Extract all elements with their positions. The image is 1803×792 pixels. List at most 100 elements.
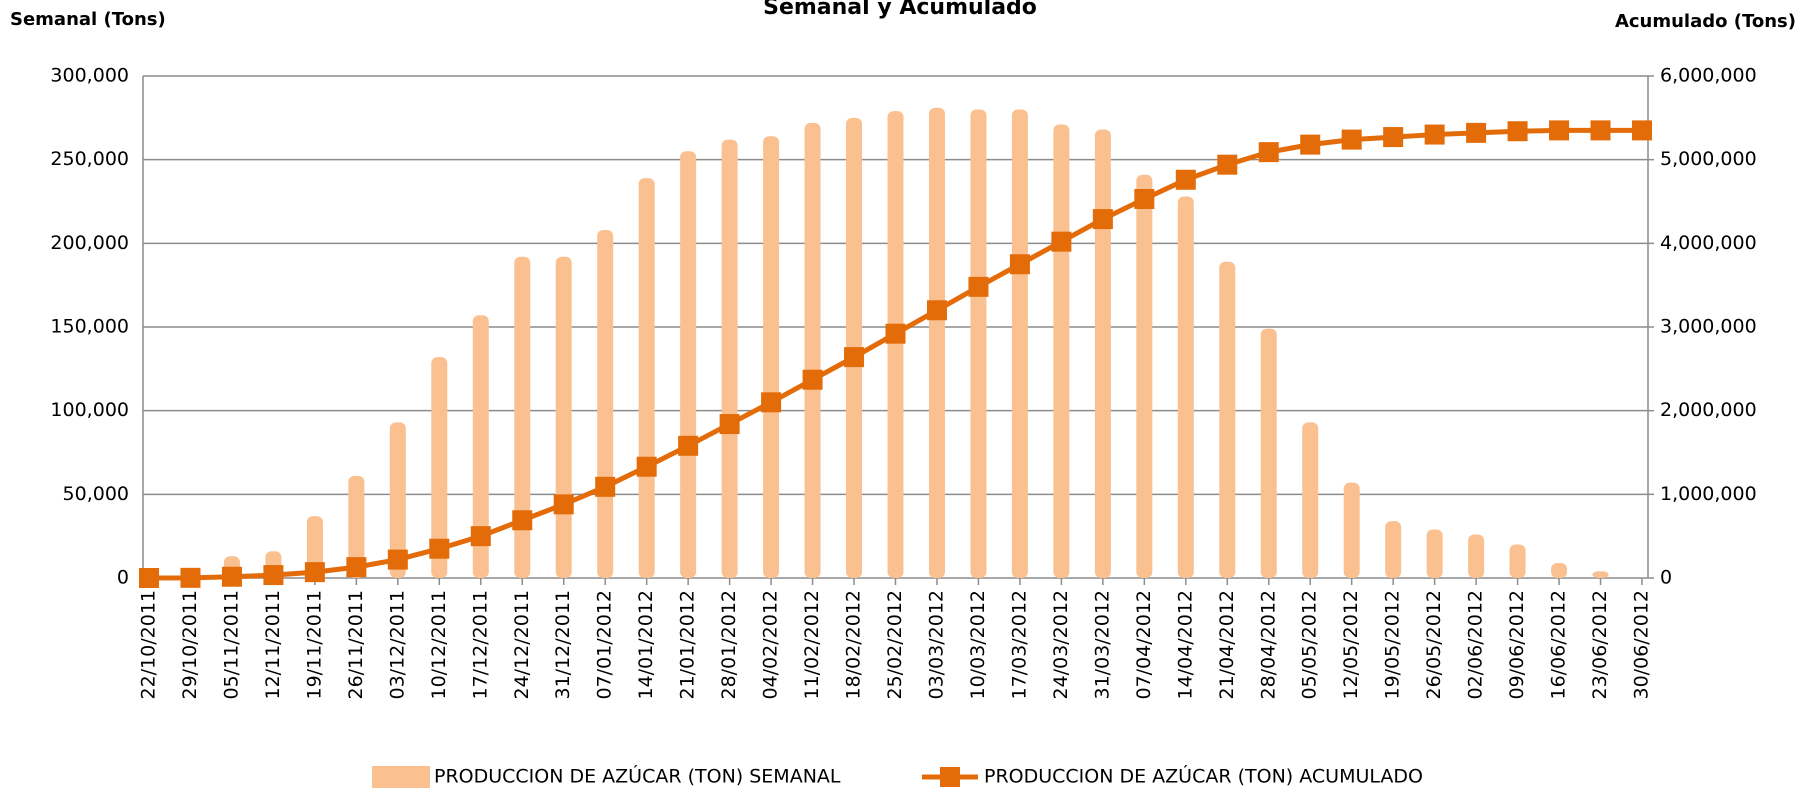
- bar: [1426, 529, 1443, 578]
- x-tick-label: 25/02/2012: [884, 590, 906, 700]
- bar: [348, 475, 365, 578]
- marker: [221, 566, 242, 587]
- x-tick-label: 05/05/2012: [1299, 590, 1321, 700]
- marker: [1009, 254, 1030, 275]
- chart-title: Semanal y Acumulado: [763, 0, 1037, 20]
- bar: [1385, 521, 1402, 578]
- bar: [1011, 109, 1028, 578]
- marker: [1549, 120, 1570, 141]
- marker: [1175, 169, 1196, 190]
- marker: [1300, 134, 1321, 155]
- x-tick-label: 03/12/2011: [386, 590, 408, 700]
- x-tick-label: 04/02/2012: [760, 590, 782, 700]
- bar: [721, 139, 738, 578]
- bar: [1177, 196, 1194, 579]
- x-tick-label: 14/01/2012: [635, 590, 657, 700]
- bar: [1592, 571, 1609, 578]
- marker: [1217, 154, 1238, 175]
- marker: [1632, 120, 1652, 141]
- x-tick-label: 17/12/2011: [469, 590, 491, 700]
- marker: [761, 392, 782, 413]
- bar: [763, 136, 780, 579]
- bar: [472, 315, 489, 578]
- marker: [1424, 124, 1445, 145]
- x-tick-label: 02/06/2012: [1465, 590, 1487, 700]
- y-tick-label: 100,000: [50, 399, 129, 421]
- marker: [968, 276, 989, 297]
- x-tick-label: 26/05/2012: [1423, 590, 1445, 700]
- marker: [844, 347, 865, 368]
- x-tick-label: 24/12/2011: [511, 590, 533, 700]
- marker: [1134, 188, 1155, 209]
- x-tick-label: 07/01/2012: [594, 590, 616, 700]
- marker: [1258, 142, 1279, 163]
- x-tick-label: 12/05/2012: [1340, 590, 1362, 700]
- bar: [804, 122, 821, 578]
- bar: [1343, 482, 1360, 578]
- y2-tick-label: 2,000,000: [1660, 399, 1757, 421]
- bar: [638, 178, 655, 578]
- y-tick-label: 0: [117, 567, 129, 589]
- bar: [1468, 534, 1485, 578]
- x-tick-label: 03/03/2012: [925, 590, 947, 700]
- marker: [1092, 209, 1113, 230]
- bar: [1509, 544, 1526, 578]
- marker: [1383, 127, 1404, 148]
- x-tick-label: 07/04/2012: [1133, 590, 1155, 700]
- bar: [1260, 328, 1277, 578]
- x-tick-label: 10/03/2012: [967, 590, 989, 700]
- y2-tick-label: 4,000,000: [1660, 232, 1757, 254]
- bar: [597, 229, 614, 579]
- x-tick-label: 16/06/2012: [1548, 590, 1570, 700]
- marker: [429, 538, 450, 559]
- x-tick-label: 26/11/2011: [345, 590, 367, 700]
- bar: [555, 256, 572, 578]
- marker: [553, 494, 574, 515]
- marker: [139, 568, 159, 588]
- x-tick-label: 28/04/2012: [1257, 590, 1279, 700]
- y-tick-label: 250,000: [50, 148, 129, 170]
- marker: [719, 414, 740, 435]
- bar: [1219, 261, 1236, 578]
- bar: [1094, 129, 1111, 578]
- bar: [389, 422, 406, 578]
- y-tick-label: 150,000: [50, 316, 129, 338]
- x-tick-label: 23/06/2012: [1589, 590, 1611, 700]
- bar: [970, 109, 987, 578]
- y2-tick-label: 3,000,000: [1660, 316, 1757, 338]
- marker: [387, 549, 408, 570]
- marker: [595, 476, 616, 497]
- x-tick-label: 10/12/2011: [428, 590, 450, 700]
- y-axis-title: Semanal (Tons): [10, 9, 166, 30]
- bar: [1136, 174, 1153, 578]
- legend-swatch: [940, 767, 960, 787]
- bar: [1551, 562, 1568, 578]
- y-tick-label: 50,000: [63, 483, 129, 505]
- x-tick-label: 14/04/2012: [1174, 590, 1196, 700]
- bar: [1302, 422, 1319, 578]
- marker: [885, 323, 906, 344]
- bar: [887, 111, 904, 578]
- y2-tick-label: 1,000,000: [1660, 483, 1757, 505]
- x-tick-label: 30/06/2012: [1631, 590, 1653, 700]
- marker: [470, 526, 491, 547]
- marker: [636, 456, 657, 477]
- bar: [514, 256, 531, 578]
- x-tick-label: 31/03/2012: [1091, 590, 1113, 700]
- marker: [802, 369, 823, 390]
- x-tick-label: 12/11/2011: [262, 590, 284, 700]
- bar: [928, 107, 945, 578]
- y-tick-label: 300,000: [50, 65, 129, 87]
- marker: [1507, 121, 1528, 142]
- x-tick-label: 18/02/2012: [843, 590, 865, 700]
- marker: [512, 510, 533, 531]
- marker: [1466, 122, 1487, 143]
- marker: [1341, 129, 1362, 150]
- marker: [304, 562, 325, 583]
- x-tick-label: 31/12/2011: [552, 590, 574, 700]
- y2-tick-label: 6,000,000: [1660, 65, 1757, 87]
- x-tick-label: 22/10/2011: [138, 590, 160, 700]
- x-tick-label: 29/10/2011: [179, 590, 201, 700]
- marker: [1051, 231, 1072, 252]
- x-tick-label: 21/01/2012: [677, 590, 699, 700]
